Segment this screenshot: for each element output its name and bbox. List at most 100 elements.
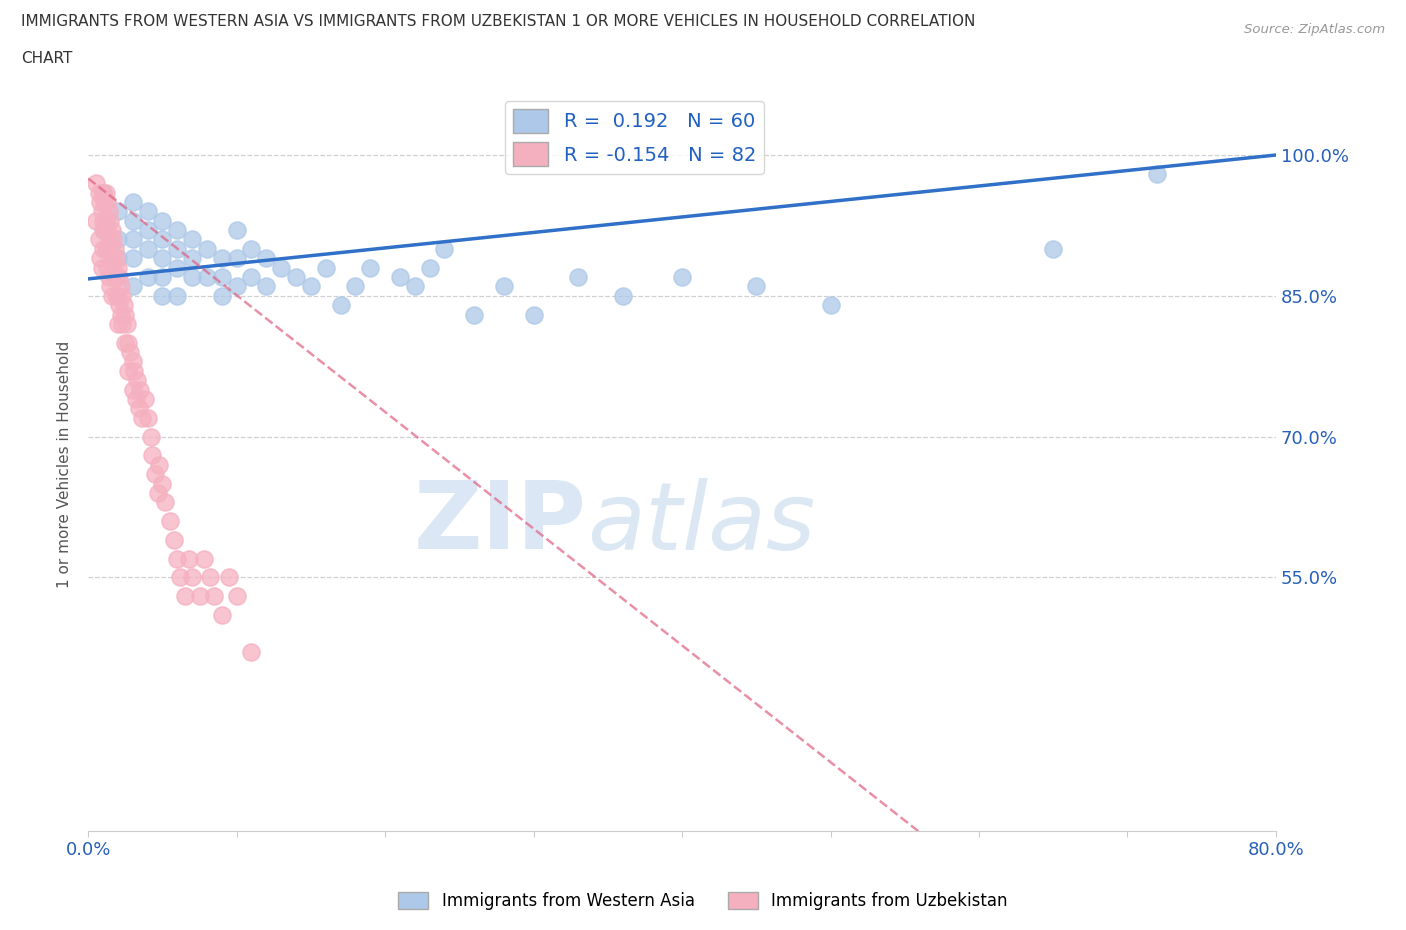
Point xyxy=(359,260,381,275)
Point xyxy=(240,242,263,257)
Text: CHART: CHART xyxy=(21,51,73,66)
Point xyxy=(108,298,131,312)
Point xyxy=(159,513,181,528)
Point xyxy=(100,279,122,294)
Point xyxy=(121,382,143,397)
Point xyxy=(107,232,129,247)
Point xyxy=(121,279,143,294)
Point xyxy=(285,270,308,285)
Point xyxy=(96,194,118,209)
Point xyxy=(97,204,120,219)
Point xyxy=(211,607,233,622)
Point xyxy=(344,279,367,294)
Point xyxy=(87,232,110,247)
Point xyxy=(94,213,117,228)
Point xyxy=(108,270,131,285)
Point xyxy=(433,242,456,257)
Point xyxy=(136,204,159,219)
Point xyxy=(128,401,150,416)
Point xyxy=(492,279,515,294)
Legend: Immigrants from Western Asia, Immigrants from Uzbekistan: Immigrants from Western Asia, Immigrants… xyxy=(392,885,1014,917)
Point xyxy=(101,222,124,237)
Point xyxy=(169,570,191,585)
Point xyxy=(150,270,173,285)
Point xyxy=(105,251,128,266)
Point xyxy=(166,260,188,275)
Point xyxy=(107,260,129,275)
Point xyxy=(745,279,768,294)
Point xyxy=(103,232,125,247)
Point xyxy=(211,270,233,285)
Point xyxy=(225,589,247,604)
Point xyxy=(820,298,842,312)
Point xyxy=(181,232,204,247)
Point xyxy=(148,458,170,472)
Point xyxy=(91,222,114,237)
Point xyxy=(299,279,322,294)
Point xyxy=(270,260,292,275)
Point xyxy=(225,279,247,294)
Point xyxy=(181,570,204,585)
Legend: R =  0.192   N = 60, R = -0.154   N = 82: R = 0.192 N = 60, R = -0.154 N = 82 xyxy=(505,101,763,174)
Point xyxy=(117,336,139,351)
Point xyxy=(1146,166,1168,181)
Point xyxy=(103,260,125,275)
Point xyxy=(150,213,173,228)
Text: atlas: atlas xyxy=(588,478,815,569)
Point xyxy=(179,551,201,566)
Point xyxy=(90,260,112,275)
Point xyxy=(107,204,129,219)
Point xyxy=(671,270,693,285)
Point xyxy=(111,288,134,303)
Point xyxy=(225,222,247,237)
Point xyxy=(136,242,159,257)
Point xyxy=(121,232,143,247)
Point xyxy=(150,251,173,266)
Point xyxy=(107,316,129,331)
Point xyxy=(97,270,120,285)
Point xyxy=(91,185,114,200)
Point xyxy=(91,242,114,257)
Point xyxy=(94,242,117,257)
Point xyxy=(93,222,115,237)
Point xyxy=(218,570,240,585)
Point xyxy=(96,260,118,275)
Point xyxy=(211,251,233,266)
Point xyxy=(139,429,162,444)
Point xyxy=(173,589,195,604)
Point xyxy=(136,410,159,425)
Point xyxy=(254,251,277,266)
Point xyxy=(84,176,107,191)
Point xyxy=(143,467,166,482)
Point xyxy=(90,204,112,219)
Point xyxy=(121,354,143,369)
Point xyxy=(118,345,141,360)
Point xyxy=(166,288,188,303)
Point xyxy=(101,288,124,303)
Point xyxy=(567,270,589,285)
Point xyxy=(84,213,107,228)
Point xyxy=(188,589,211,604)
Point xyxy=(127,373,149,388)
Point xyxy=(110,279,132,294)
Point xyxy=(96,222,118,237)
Point xyxy=(124,392,146,406)
Point xyxy=(163,532,186,547)
Text: Source: ZipAtlas.com: Source: ZipAtlas.com xyxy=(1244,23,1385,36)
Point xyxy=(107,288,129,303)
Point xyxy=(404,279,426,294)
Point xyxy=(150,288,173,303)
Point xyxy=(89,251,111,266)
Point xyxy=(136,270,159,285)
Point xyxy=(101,251,124,266)
Point xyxy=(131,410,153,425)
Point xyxy=(388,270,411,285)
Point xyxy=(523,307,546,322)
Point xyxy=(315,260,337,275)
Point xyxy=(225,251,247,266)
Point xyxy=(91,185,114,200)
Point xyxy=(146,485,169,500)
Point xyxy=(107,270,129,285)
Point xyxy=(166,222,188,237)
Point xyxy=(463,307,485,322)
